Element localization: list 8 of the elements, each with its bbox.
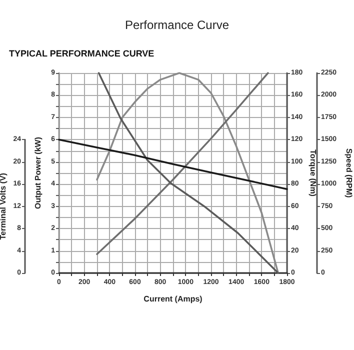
x-axis-title: Current (Amps) — [144, 294, 203, 304]
chart-subtitle: TYPICAL PERFORMANCE CURVE — [9, 48, 154, 58]
line-series — [58, 138, 288, 190]
y2-axis-title: Torque (Nm) — [308, 150, 318, 197]
y3-axis-title: Speed (RPM) — [344, 148, 354, 198]
chart-title: Performance Curve — [124, 18, 230, 32]
y-axis-title: Terminal Volts (V) — [0, 172, 8, 240]
y-axis-title: Output Power (kW) — [34, 136, 42, 209]
